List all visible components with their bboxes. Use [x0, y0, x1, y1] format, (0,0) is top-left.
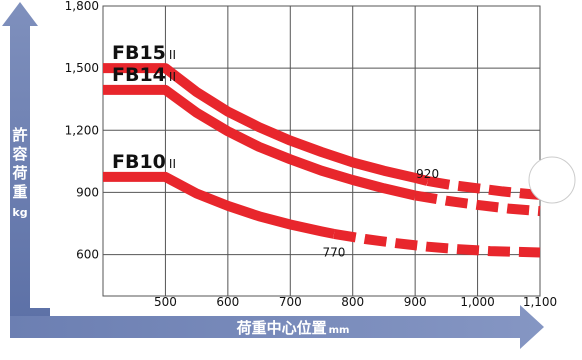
x-tick-label: 1,000 — [460, 295, 494, 309]
y-tick-label: 600 — [76, 248, 99, 262]
x-tick-label: 1,100 — [523, 295, 557, 309]
x-tick-label: 500 — [154, 295, 177, 309]
x-axis-label-unit: mm — [329, 325, 350, 336]
x-tick-label: 800 — [341, 295, 364, 309]
annotation-label: 920 — [416, 167, 439, 181]
y-axis-label-char: 重 — [12, 183, 27, 201]
x-tick-label: 600 — [216, 295, 239, 309]
x-axis-label-text: 荷重中心位置 — [237, 319, 327, 337]
y-axis-label-char: 荷 — [12, 164, 27, 182]
y-axis-label-char: 容 — [11, 145, 27, 163]
annotation-label: 770 — [323, 246, 346, 260]
y-tick-label: 900 — [76, 185, 99, 199]
highlight-circle — [529, 157, 575, 203]
y-tick-label: 1,200 — [65, 123, 99, 137]
y-tick-label: 1,500 — [65, 61, 99, 75]
y-axis-label-char: kg — [12, 206, 27, 219]
y-axis-label-char: 許 — [12, 126, 27, 144]
y-tick-label: 1,800 — [65, 0, 99, 13]
x-tick-label: 900 — [404, 295, 427, 309]
x-tick-label: 700 — [279, 295, 302, 309]
